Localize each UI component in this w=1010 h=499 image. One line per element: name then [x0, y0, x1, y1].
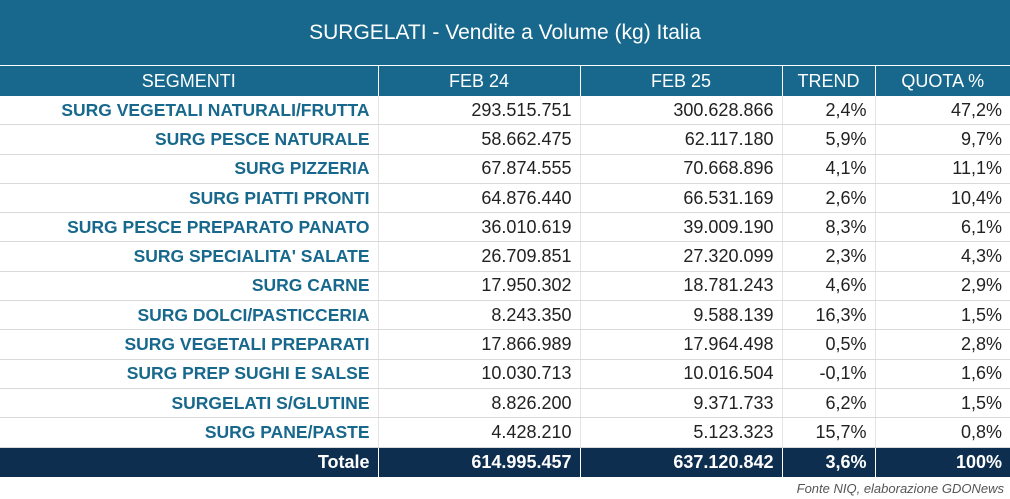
- cell: 2,8%: [874, 329, 1010, 360]
- cell: 1,6%: [874, 359, 1010, 389]
- segment-label: SURG CARNE: [0, 271, 378, 302]
- cell: 1,5%: [874, 300, 1010, 331]
- source-note: Fonte NIQ, elaborazione GDONews: [796, 481, 1004, 496]
- cell: 4.428.210: [377, 417, 580, 448]
- table-row: SURG SPECIALITA' SALATE 26.709.851 27.320.…: [0, 241, 1010, 272]
- table-row: SURGELATI S/GLUTINE 8.826.200 9.371.733 6,2…: [0, 388, 1010, 419]
- segment-label: SURG PREP SUGHI E SALSE: [0, 359, 378, 389]
- segment-label: SURG DOLCI/PASTICCERIA: [0, 300, 378, 331]
- cell: 17.950.302: [377, 271, 580, 302]
- table-row: SURG DOLCI/PASTICCERIA 8.243.350 9.588.139…: [0, 300, 1010, 331]
- total-cell: 614.995.457: [377, 447, 580, 477]
- cell: 0,8%: [874, 417, 1010, 448]
- cell: 36.010.619: [377, 212, 580, 243]
- cell: 6,2%: [781, 388, 875, 419]
- segment-label: SURG PIATTI PRONTI: [0, 183, 378, 214]
- cell: 5,9%: [781, 124, 875, 155]
- table-row: SURG PESCE NATURALE 58.662.475 62.117.180 5…: [0, 124, 1010, 155]
- data-table: SEGMENTI FEB 24 FEB 25 TREND QUOTA % SURG VE…: [0, 65, 1010, 477]
- cell: 18.781.243: [579, 271, 782, 302]
- segment-label: SURG VEGETALI PREPARATI: [0, 329, 378, 360]
- table-row: SURG VEGETALI PREPARATI 17.866.989 17.964.…: [0, 329, 1010, 360]
- cell: 47,2%: [874, 96, 1010, 126]
- segment-label: SURG VEGETALI NATURALI/FRUTTA: [0, 96, 378, 126]
- table-title: SURGELATI - Vendite a Volume (kg) Italia: [0, 0, 1010, 65]
- cell: 8,3%: [781, 212, 875, 243]
- table-body: SURG VEGETALI NATURALI/FRUTTA 293.515.751…: [0, 96, 1010, 477]
- cell: 300.628.866: [579, 96, 782, 126]
- cell: 70.668.896: [579, 154, 782, 184]
- cell: 1,5%: [874, 388, 1010, 419]
- segment-label: SURG SPECIALITA' SALATE: [0, 241, 378, 272]
- cell: 11,1%: [874, 154, 1010, 184]
- cell: 10,4%: [874, 183, 1010, 214]
- cell: 16,3%: [781, 300, 875, 331]
- cell: 17.964.498: [579, 329, 782, 360]
- total-row: Totale 614.995.457 637.120.842 3,6% 100%: [0, 447, 1010, 477]
- cell: -0,1%: [781, 359, 875, 389]
- column-header: TREND: [781, 65, 875, 96]
- header-row: SEGMENTI FEB 24 FEB 25 TREND QUOTA %: [0, 65, 1010, 96]
- cell: 9,7%: [874, 124, 1010, 155]
- cell: 58.662.475: [377, 124, 580, 155]
- cell: 293.515.751: [377, 96, 580, 126]
- cell: 64.876.440: [377, 183, 580, 214]
- cell: 4,1%: [781, 154, 875, 184]
- cell: 2,3%: [781, 241, 875, 272]
- table-row: SURG CARNE 17.950.302 18.781.243 4,6% 2,9%: [0, 271, 1010, 302]
- cell: 62.117.180: [579, 124, 782, 155]
- table-row: SURG PIATTI PRONTI 64.876.440 66.531.169 2,…: [0, 183, 1010, 214]
- cell: 2,4%: [781, 96, 875, 126]
- table-row: SURG PESCE PREPARATO PANATO 36.010.619 39.…: [0, 212, 1010, 243]
- cell: 6,1%: [874, 212, 1010, 243]
- column-header: SEGMENTI: [0, 65, 378, 96]
- segment-label: SURG PESCE PREPARATO PANATO: [0, 212, 378, 243]
- table-row: SURG PIZZERIA 67.874.555 70.668.896 4,1% 11,…: [0, 154, 1010, 184]
- cell: 4,3%: [874, 241, 1010, 272]
- column-header: QUOTA %: [874, 65, 1010, 96]
- table-row: SURG VEGETALI NATURALI/FRUTTA 293.515.751…: [0, 96, 1010, 126]
- segment-label: SURGELATI S/GLUTINE: [0, 388, 378, 419]
- table-row: SURG PANE/PASTE 4.428.210 5.123.323 15,7% 0,…: [0, 417, 1010, 448]
- column-header: FEB 25: [579, 65, 782, 96]
- cell: 10.030.713: [377, 359, 580, 389]
- cell: 39.009.190: [579, 212, 782, 243]
- cell: 9.588.139: [579, 300, 782, 331]
- cell: 67.874.555: [377, 154, 580, 184]
- segment-label: SURG PESCE NATURALE: [0, 124, 378, 155]
- total-cell: 3,6%: [781, 447, 875, 477]
- cell: 66.531.169: [579, 183, 782, 214]
- total-cell: 637.120.842: [579, 447, 782, 477]
- cell: 10.016.504: [579, 359, 782, 389]
- cell: 4,6%: [781, 271, 875, 302]
- cell: 8.243.350: [377, 300, 580, 331]
- segment-label: SURG PIZZERIA: [0, 154, 378, 184]
- table-row: SURG PREP SUGHI E SALSE 10.030.713 10.016.…: [0, 359, 1010, 389]
- total-cell: 100%: [874, 447, 1010, 477]
- cell: 2,9%: [874, 271, 1010, 302]
- cell: 8.826.200: [377, 388, 580, 419]
- cell: 17.866.989: [377, 329, 580, 360]
- total-label: Totale: [0, 447, 378, 477]
- cell: 27.320.099: [579, 241, 782, 272]
- column-header: FEB 24: [377, 65, 580, 96]
- cell: 26.709.851: [377, 241, 580, 272]
- cell: 15,7%: [781, 417, 875, 448]
- segment-label: SURG PANE/PASTE: [0, 417, 378, 448]
- cell: 2,6%: [781, 183, 875, 214]
- cell: 9.371.733: [579, 388, 782, 419]
- cell: 5.123.323: [579, 417, 782, 448]
- cell: 0,5%: [781, 329, 875, 360]
